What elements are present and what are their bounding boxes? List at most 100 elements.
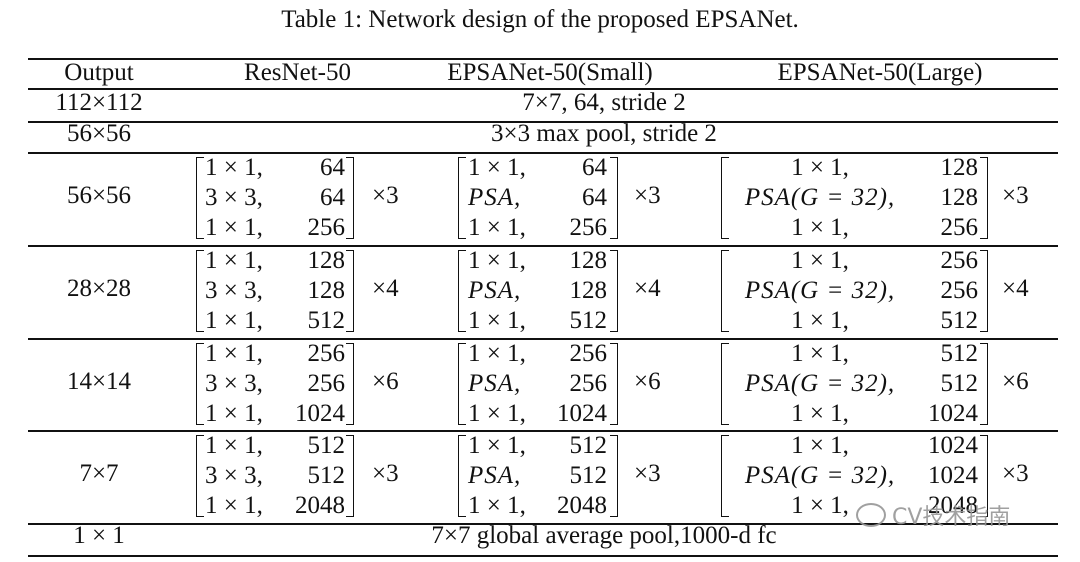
layer-channels: 256 xyxy=(569,214,608,241)
layer-channels: 64 xyxy=(320,154,345,181)
table-top-rule xyxy=(28,58,1058,60)
layer-op: PSA(G = 32), xyxy=(744,370,896,397)
repeat-count: ×3 xyxy=(634,182,661,209)
layer-channels: 256 xyxy=(307,214,346,241)
layer-channels: 64 xyxy=(320,184,345,211)
row-rule xyxy=(28,338,1058,340)
matrix-bracket-left xyxy=(196,435,204,517)
row-output: 56×56 xyxy=(66,182,132,209)
layer-channels: 1024 xyxy=(557,400,607,427)
layer-op: 1 × 1, xyxy=(791,340,849,367)
layer-op: 1 × 1, xyxy=(468,214,526,241)
layer-channels: 1024 xyxy=(295,400,345,427)
layer-op: 1 × 1, xyxy=(468,432,526,459)
row-spanning-text: 7×7, 64, stride 2 xyxy=(522,89,686,116)
layer-op: 1 × 1, xyxy=(468,247,526,274)
layer-channels: 256 xyxy=(307,370,346,397)
layer-channels: 128 xyxy=(569,277,608,304)
header-resnet: ResNet-50 xyxy=(244,59,351,86)
layer-op: 1 × 1, xyxy=(205,154,263,181)
row-output: 1 × 1 xyxy=(73,522,125,549)
layer-channels: 256 xyxy=(569,340,608,367)
matrix-bracket-right xyxy=(346,157,354,239)
layer-channels: 512 xyxy=(307,307,346,334)
row-rule xyxy=(28,430,1058,432)
layer-op: PSA, xyxy=(468,184,522,211)
table-bottom-rule xyxy=(28,555,1058,557)
matrix-bracket-left xyxy=(721,157,729,239)
matrix-bracket-right xyxy=(610,435,618,517)
layer-channels: 256 xyxy=(940,247,979,274)
layer-op: 1 × 1, xyxy=(791,400,849,427)
layer-op: 1 × 1, xyxy=(205,340,263,367)
layer-channels: 512 xyxy=(307,462,346,489)
row-output: 28×28 xyxy=(66,275,132,302)
repeat-count: ×3 xyxy=(1002,460,1029,487)
layer-op: PSA, xyxy=(468,277,522,304)
matrix-bracket-left xyxy=(721,250,729,332)
layer-channels: 2048 xyxy=(928,492,978,519)
layer-channels: 512 xyxy=(940,340,979,367)
matrix-bracket-right xyxy=(610,157,618,239)
repeat-count: ×4 xyxy=(634,275,661,302)
matrix-bracket-left xyxy=(196,343,204,425)
layer-channels: 64 xyxy=(582,154,607,181)
matrix-bracket-left xyxy=(458,250,466,332)
layer-channels: 256 xyxy=(940,214,979,241)
wechat-icon xyxy=(856,503,886,527)
layer-op: 1 × 1, xyxy=(205,400,263,427)
layer-op: 1 × 1, xyxy=(205,214,263,241)
matrix-bracket-right xyxy=(610,250,618,332)
row-spanning-text: 7×7 global average pool,1000-d fc xyxy=(431,522,777,549)
layer-channels: 256 xyxy=(307,340,346,367)
layer-op: 3 × 3, xyxy=(205,370,263,397)
layer-channels: 512 xyxy=(569,432,608,459)
layer-op: 1 × 1, xyxy=(205,432,263,459)
matrix-bracket-right xyxy=(980,157,988,239)
layer-op: 3 × 3, xyxy=(205,277,263,304)
layer-channels: 1024 xyxy=(928,462,978,489)
matrix-bracket-right xyxy=(346,435,354,517)
layer-op: 3 × 3, xyxy=(205,184,263,211)
layer-op: PSA(G = 32), xyxy=(744,277,896,304)
layer-channels: 256 xyxy=(569,370,608,397)
layer-op: 1 × 1, xyxy=(468,307,526,334)
layer-op: PSA(G = 32), xyxy=(744,184,896,211)
repeat-count: ×6 xyxy=(634,368,661,395)
layer-channels: 64 xyxy=(582,184,607,211)
layer-op: 1 × 1, xyxy=(791,214,849,241)
matrix-bracket-right xyxy=(346,250,354,332)
layer-op: 1 × 1, xyxy=(205,307,263,334)
layer-channels: 1024 xyxy=(928,400,978,427)
layer-channels: 512 xyxy=(940,370,979,397)
header-epsanet-large: EPSANet-50(Large) xyxy=(777,59,983,86)
row-output: 56×56 xyxy=(66,120,132,147)
layer-channels: 2048 xyxy=(295,492,345,519)
row-rule xyxy=(28,245,1058,247)
layer-op: 1 × 1, xyxy=(468,492,526,519)
repeat-count: ×3 xyxy=(634,460,661,487)
layer-op: 1 × 1, xyxy=(791,247,849,274)
layer-op: 1 × 1, xyxy=(791,307,849,334)
row-rule xyxy=(28,523,1058,525)
row-rule xyxy=(28,121,1058,123)
layer-channels: 512 xyxy=(307,432,346,459)
layer-op: 1 × 1, xyxy=(791,154,849,181)
layer-op: 1 × 1, xyxy=(468,400,526,427)
layer-op: 1 × 1, xyxy=(468,154,526,181)
layer-op: 1 × 1, xyxy=(205,247,263,274)
matrix-bracket-right xyxy=(980,250,988,332)
matrix-bracket-right xyxy=(980,343,988,425)
layer-channels: 128 xyxy=(569,247,608,274)
header-epsanet-small: EPSANet-50(Small) xyxy=(447,59,653,86)
matrix-bracket-left xyxy=(721,343,729,425)
matrix-bracket-left xyxy=(458,157,466,239)
matrix-bracket-right xyxy=(980,435,988,517)
matrix-bracket-left xyxy=(196,157,204,239)
watermark-text: CV技术指南 xyxy=(892,505,1011,530)
repeat-count: ×6 xyxy=(1002,368,1029,395)
repeat-count: ×6 xyxy=(372,368,399,395)
table-caption: Table 1: Network design of the proposed … xyxy=(281,6,799,33)
row-output: 7×7 xyxy=(79,460,119,487)
layer-op: 1 × 1, xyxy=(791,432,849,459)
